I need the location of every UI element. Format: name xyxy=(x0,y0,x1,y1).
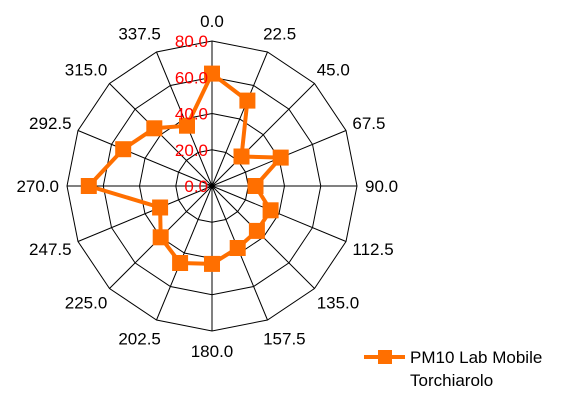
data-point-marker xyxy=(233,148,250,165)
data-point-marker xyxy=(179,117,195,134)
direction-label: 292.5 xyxy=(29,114,72,133)
data-point-marker xyxy=(262,202,279,219)
data-point-marker xyxy=(204,65,220,82)
data-point-marker xyxy=(115,141,132,158)
legend-marker-swatch xyxy=(378,350,392,364)
direction-label: 67.5 xyxy=(352,114,385,133)
direction-label: 45.0 xyxy=(317,60,350,79)
radial-tick-labels: 0.0 20.0 40.0 60.0 80.0 xyxy=(175,32,208,196)
legend-label-line-2: Torchiarolo xyxy=(410,371,493,390)
series-layer xyxy=(80,65,289,272)
direction-label: 22.5 xyxy=(263,25,296,44)
grid-spoke xyxy=(211,185,347,242)
grid-spoke xyxy=(77,185,213,242)
grid-spoke xyxy=(156,185,213,321)
data-point-marker xyxy=(229,240,246,256)
data-point-marker xyxy=(248,222,265,239)
grid-spoke xyxy=(77,130,213,187)
data-point-marker xyxy=(152,199,169,216)
direction-label: 337.5 xyxy=(118,25,161,44)
radial-tick-label: 20.0 xyxy=(175,141,208,160)
direction-label: 270.0 xyxy=(16,177,59,196)
legend-label-line-1: PM10 Lab Mobile xyxy=(410,348,542,367)
direction-label: 0.0 xyxy=(200,12,224,31)
direction-labels: 0.0 22.5 45.0 67.5 90.0 112.5 135.0 157.5 180.0 2… xyxy=(16,12,398,361)
grid-spoke xyxy=(211,51,268,187)
data-point-marker xyxy=(146,120,163,137)
direction-label: 247.5 xyxy=(29,240,72,259)
data-point-marker xyxy=(247,178,264,194)
direction-label: 135.0 xyxy=(317,294,360,313)
data-point-marker xyxy=(239,92,256,109)
direction-label: 202.5 xyxy=(118,329,161,348)
direction-label: 112.5 xyxy=(352,240,393,259)
radial-tick-label: 0.0 xyxy=(184,177,208,196)
direction-label: 90.0 xyxy=(365,177,398,196)
data-point-marker xyxy=(172,255,189,271)
data-point-marker xyxy=(80,178,97,194)
legend: PM10 Lab Mobile Torchiarolo xyxy=(364,348,542,390)
direction-label: 315.0 xyxy=(65,60,108,79)
radar-grid xyxy=(66,40,358,332)
grid-spoke xyxy=(211,83,315,187)
radial-tick-label: 80.0 xyxy=(175,32,208,51)
data-point-marker xyxy=(152,229,169,246)
direction-label: 157.5 xyxy=(263,329,306,348)
data-point-marker xyxy=(204,255,220,272)
data-point-marker xyxy=(272,149,289,166)
direction-label: 180.0 xyxy=(191,342,234,361)
radial-tick-label: 60.0 xyxy=(175,68,208,87)
direction-label: 225.0 xyxy=(65,294,108,313)
radial-tick-label: 40.0 xyxy=(175,105,208,124)
